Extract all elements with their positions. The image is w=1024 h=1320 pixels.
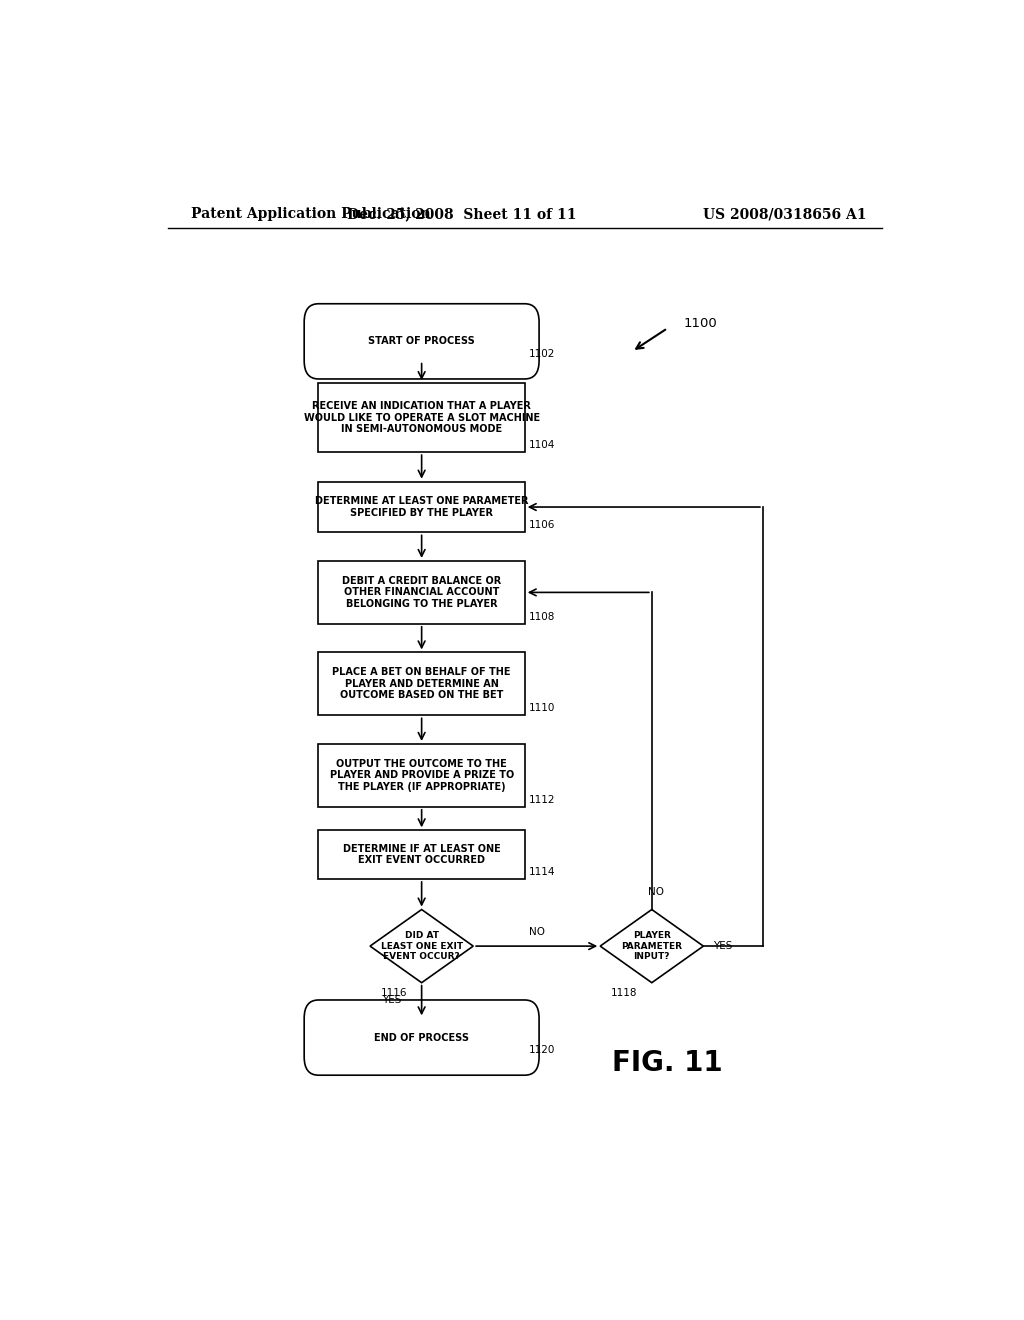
Text: US 2008/0318656 A1: US 2008/0318656 A1 — [702, 207, 866, 222]
Bar — [318, 482, 524, 532]
Text: RECEIVE AN INDICATION THAT A PLAYER
WOULD LIKE TO OPERATE A SLOT MACHINE
IN SEMI: RECEIVE AN INDICATION THAT A PLAYER WOUL… — [303, 401, 540, 434]
Text: PLAYER
PARAMETER
INPUT?: PLAYER PARAMETER INPUT? — [622, 931, 682, 961]
Text: OUTPUT THE OUTCOME TO THE
PLAYER AND PROVIDE A PRIZE TO
THE PLAYER (IF APPROPRIA: OUTPUT THE OUTCOME TO THE PLAYER AND PRO… — [330, 759, 514, 792]
Polygon shape — [600, 909, 703, 982]
Text: 1114: 1114 — [528, 867, 555, 876]
Text: DEBIT A CREDIT BALANCE OR
OTHER FINANCIAL ACCOUNT
BELONGING TO THE PLAYER: DEBIT A CREDIT BALANCE OR OTHER FINANCIA… — [342, 576, 502, 609]
Bar — [318, 652, 524, 715]
Text: END OF PROCESS: END OF PROCESS — [374, 1032, 469, 1043]
Text: PLACE A BET ON BEHALF OF THE
PLAYER AND DETERMINE AN
OUTCOME BASED ON THE BET: PLACE A BET ON BEHALF OF THE PLAYER AND … — [333, 668, 511, 701]
Text: 1100: 1100 — [684, 317, 717, 330]
Text: YES: YES — [713, 941, 732, 952]
Text: 1118: 1118 — [610, 987, 637, 998]
Bar — [318, 383, 524, 453]
Text: DETERMINE IF AT LEAST ONE
EXIT EVENT OCCURRED: DETERMINE IF AT LEAST ONE EXIT EVENT OCC… — [343, 843, 501, 866]
Bar — [318, 830, 524, 879]
Text: NO: NO — [528, 927, 545, 937]
Text: 1104: 1104 — [528, 440, 555, 450]
Text: 1112: 1112 — [528, 795, 555, 805]
Text: 1108: 1108 — [528, 612, 555, 622]
Text: Dec. 25, 2008  Sheet 11 of 11: Dec. 25, 2008 Sheet 11 of 11 — [346, 207, 577, 222]
Bar — [318, 561, 524, 624]
Text: Patent Application Publication: Patent Application Publication — [191, 207, 431, 222]
Text: DETERMINE AT LEAST ONE PARAMETER
SPECIFIED BY THE PLAYER: DETERMINE AT LEAST ONE PARAMETER SPECIFI… — [315, 496, 528, 517]
Bar — [318, 744, 524, 807]
Text: 1110: 1110 — [528, 704, 555, 713]
Text: 1106: 1106 — [528, 520, 555, 531]
Text: YES: YES — [382, 995, 401, 1006]
Text: FIG. 11: FIG. 11 — [612, 1049, 723, 1077]
Text: 1120: 1120 — [528, 1045, 555, 1055]
Text: 1116: 1116 — [381, 987, 408, 998]
FancyBboxPatch shape — [304, 304, 539, 379]
Text: DID AT
LEAST ONE EXIT
EVENT OCCUR?: DID AT LEAST ONE EXIT EVENT OCCUR? — [381, 931, 463, 961]
Text: NO: NO — [648, 887, 664, 898]
FancyBboxPatch shape — [304, 1001, 539, 1076]
Text: 1102: 1102 — [528, 348, 555, 359]
Text: START OF PROCESS: START OF PROCESS — [369, 337, 475, 346]
Polygon shape — [370, 909, 473, 982]
